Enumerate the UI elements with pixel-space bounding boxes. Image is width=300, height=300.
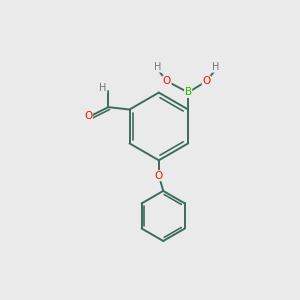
Text: O: O: [84, 111, 92, 121]
Text: O: O: [155, 171, 163, 181]
Text: O: O: [202, 76, 211, 86]
Text: H: H: [212, 62, 219, 72]
Text: O: O: [163, 76, 171, 86]
Text: H: H: [99, 83, 107, 93]
Text: B: B: [184, 87, 192, 98]
Text: H: H: [154, 62, 162, 72]
